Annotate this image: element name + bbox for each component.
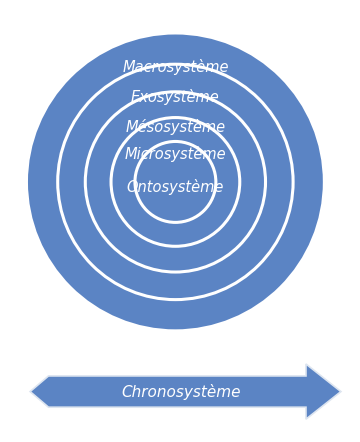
Ellipse shape [111,118,240,246]
Text: Mésosystème: Mésosystème [125,119,225,135]
Text: Chronosystème: Chronosystème [121,384,241,400]
Ellipse shape [135,141,216,222]
Ellipse shape [85,92,266,272]
Ellipse shape [58,64,293,300]
Text: Exosystème: Exosystème [131,89,220,105]
Text: Macrosystème: Macrosystème [122,59,229,75]
Text: Microsystème: Microsystème [125,146,226,162]
Polygon shape [30,364,341,419]
Ellipse shape [26,33,324,331]
Text: Ontosystème: Ontosystème [127,179,224,194]
